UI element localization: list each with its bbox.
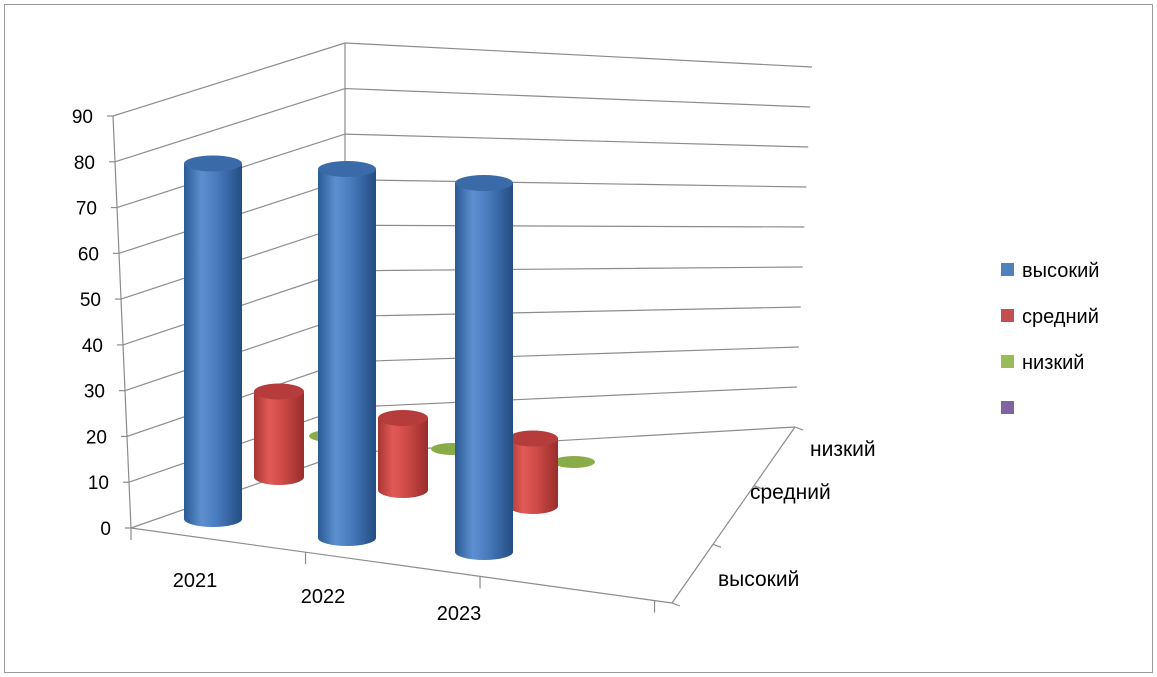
legend-label: средний xyxy=(1022,306,1099,328)
x-axis-line xyxy=(130,527,673,604)
gridline xyxy=(114,87,811,163)
depth-axis-line xyxy=(671,426,796,604)
legend-swatch xyxy=(1001,263,1014,276)
y-tick-label: 50 xyxy=(80,290,101,311)
legend-swatch xyxy=(1001,355,1014,368)
y-tick-label: 30 xyxy=(84,382,105,403)
cylinder-низкий-2023 xyxy=(553,456,595,468)
gridline xyxy=(112,42,813,117)
cylinder-средний-2022 xyxy=(378,410,428,498)
cylinder-высокий-2022 xyxy=(318,161,376,546)
depth-axis-label: средний xyxy=(750,481,831,504)
cylinder-средний-2023 xyxy=(508,430,558,514)
legend-entry: низкий xyxy=(1001,352,1084,374)
cylinder-высокий-2023 xyxy=(455,175,513,560)
legend-entry: высокий xyxy=(1001,260,1099,282)
wall-edge xyxy=(112,115,132,529)
x-category-label: 2021 xyxy=(173,570,218,592)
legend-swatch xyxy=(1001,309,1014,322)
cylinder-средний-2021 xyxy=(254,383,304,485)
x-axis-category-labels: 2021 2022 2023 xyxy=(173,570,482,625)
legend: высокий средний низкий xyxy=(1001,260,1099,414)
depth-axis-labels: низкий средний высокий xyxy=(718,438,876,591)
legend-label: низкий xyxy=(1022,352,1084,374)
depth-tick xyxy=(794,426,804,431)
y-tick-label: 0 xyxy=(100,519,111,540)
y-tick-label: 80 xyxy=(74,153,95,174)
y-tick-label: 10 xyxy=(88,473,109,494)
y-tick-label: 90 xyxy=(72,107,93,128)
depth-tick xyxy=(712,543,722,548)
depth-tick xyxy=(671,602,681,607)
y-tick-label: 70 xyxy=(76,199,97,220)
y-tick-label: 60 xyxy=(78,244,99,265)
legend-entry: средний xyxy=(1001,306,1099,328)
y-axis-tick-labels: 0 10 20 30 40 50 60 70 80 90 xyxy=(72,107,111,540)
depth-tick xyxy=(753,485,763,490)
depth-axis-label: низкий xyxy=(810,438,876,461)
y-tick-label: 20 xyxy=(86,427,107,448)
legend-swatch xyxy=(1001,401,1014,414)
legend-entry xyxy=(1001,401,1014,414)
depth-axis-label: высокий xyxy=(718,568,799,591)
x-category-label: 2022 xyxy=(301,586,346,608)
cylinders xyxy=(184,155,595,560)
legend-label: высокий xyxy=(1022,260,1099,282)
axes xyxy=(107,43,804,613)
x-category-label: 2023 xyxy=(437,603,482,625)
cylinder-высокий-2021 xyxy=(184,155,242,527)
y-tick-label: 40 xyxy=(82,336,103,357)
